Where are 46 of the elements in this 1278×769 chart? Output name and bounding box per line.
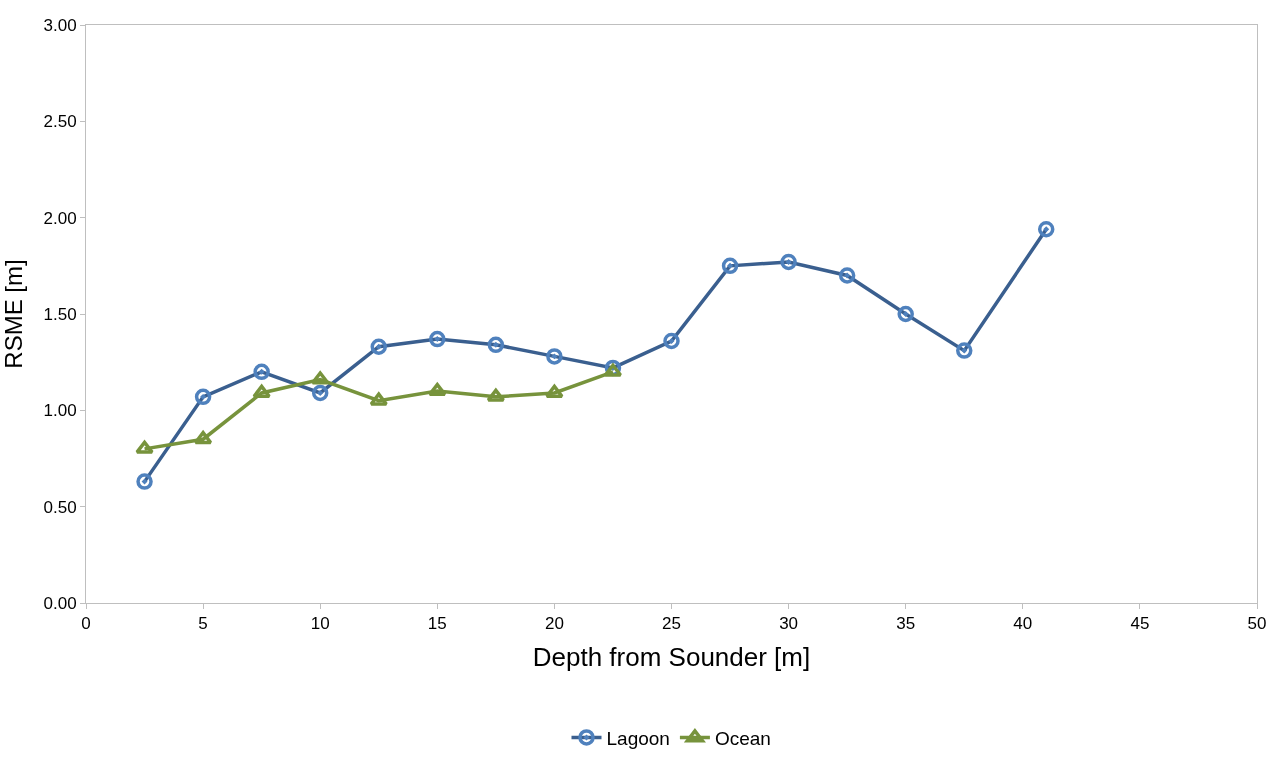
point (253, 363, 270, 381)
x-tick-label: 20 (544, 614, 564, 634)
y-axis-title: RSME [m] (0, 259, 27, 369)
point (486, 388, 506, 402)
x-tick-label: 10 (310, 614, 330, 634)
x-tick-label: 0 (81, 614, 91, 634)
point (194, 388, 212, 406)
legend-label: Lagoon (606, 727, 670, 749)
x-tick-label: 45 (1130, 614, 1150, 634)
point (193, 430, 213, 445)
y-tick-label: 1.00 (43, 401, 77, 421)
x-tick-label: 25 (662, 614, 681, 634)
x-tick-label: 15 (427, 614, 447, 634)
point (1037, 220, 1055, 238)
point (135, 440, 154, 454)
point (546, 348, 563, 365)
point (663, 332, 680, 350)
x-tick-label: 40 (1013, 614, 1033, 634)
x-tick-label: 35 (896, 614, 916, 634)
point (369, 392, 389, 406)
point (780, 253, 797, 271)
y-tick-label: 1.50 (43, 304, 77, 324)
point (487, 336, 505, 354)
x-axis-title: Depth from Sounder [m] (532, 642, 811, 673)
x-tick-label: 30 (779, 614, 799, 634)
legend-label: Ocean (714, 727, 771, 749)
point (311, 384, 329, 402)
point (252, 384, 271, 398)
point (838, 267, 856, 284)
x-tick-label: 50 (1247, 614, 1267, 634)
point (545, 384, 564, 398)
x-tick-label: 5 (198, 614, 208, 634)
point (429, 330, 446, 348)
y-tick-label: 0.50 (43, 497, 77, 517)
point (897, 305, 914, 323)
point (721, 257, 739, 275)
point (310, 371, 330, 385)
y-tick-label: 2.00 (43, 208, 77, 228)
point (603, 363, 623, 377)
point (428, 382, 447, 397)
y-tick-label: 0.00 (43, 593, 77, 613)
y-tick-label: 3.00 (43, 15, 77, 35)
point (136, 473, 153, 490)
point (370, 338, 387, 355)
point (956, 342, 973, 359)
y-tick-label: 2.50 (43, 112, 77, 132)
